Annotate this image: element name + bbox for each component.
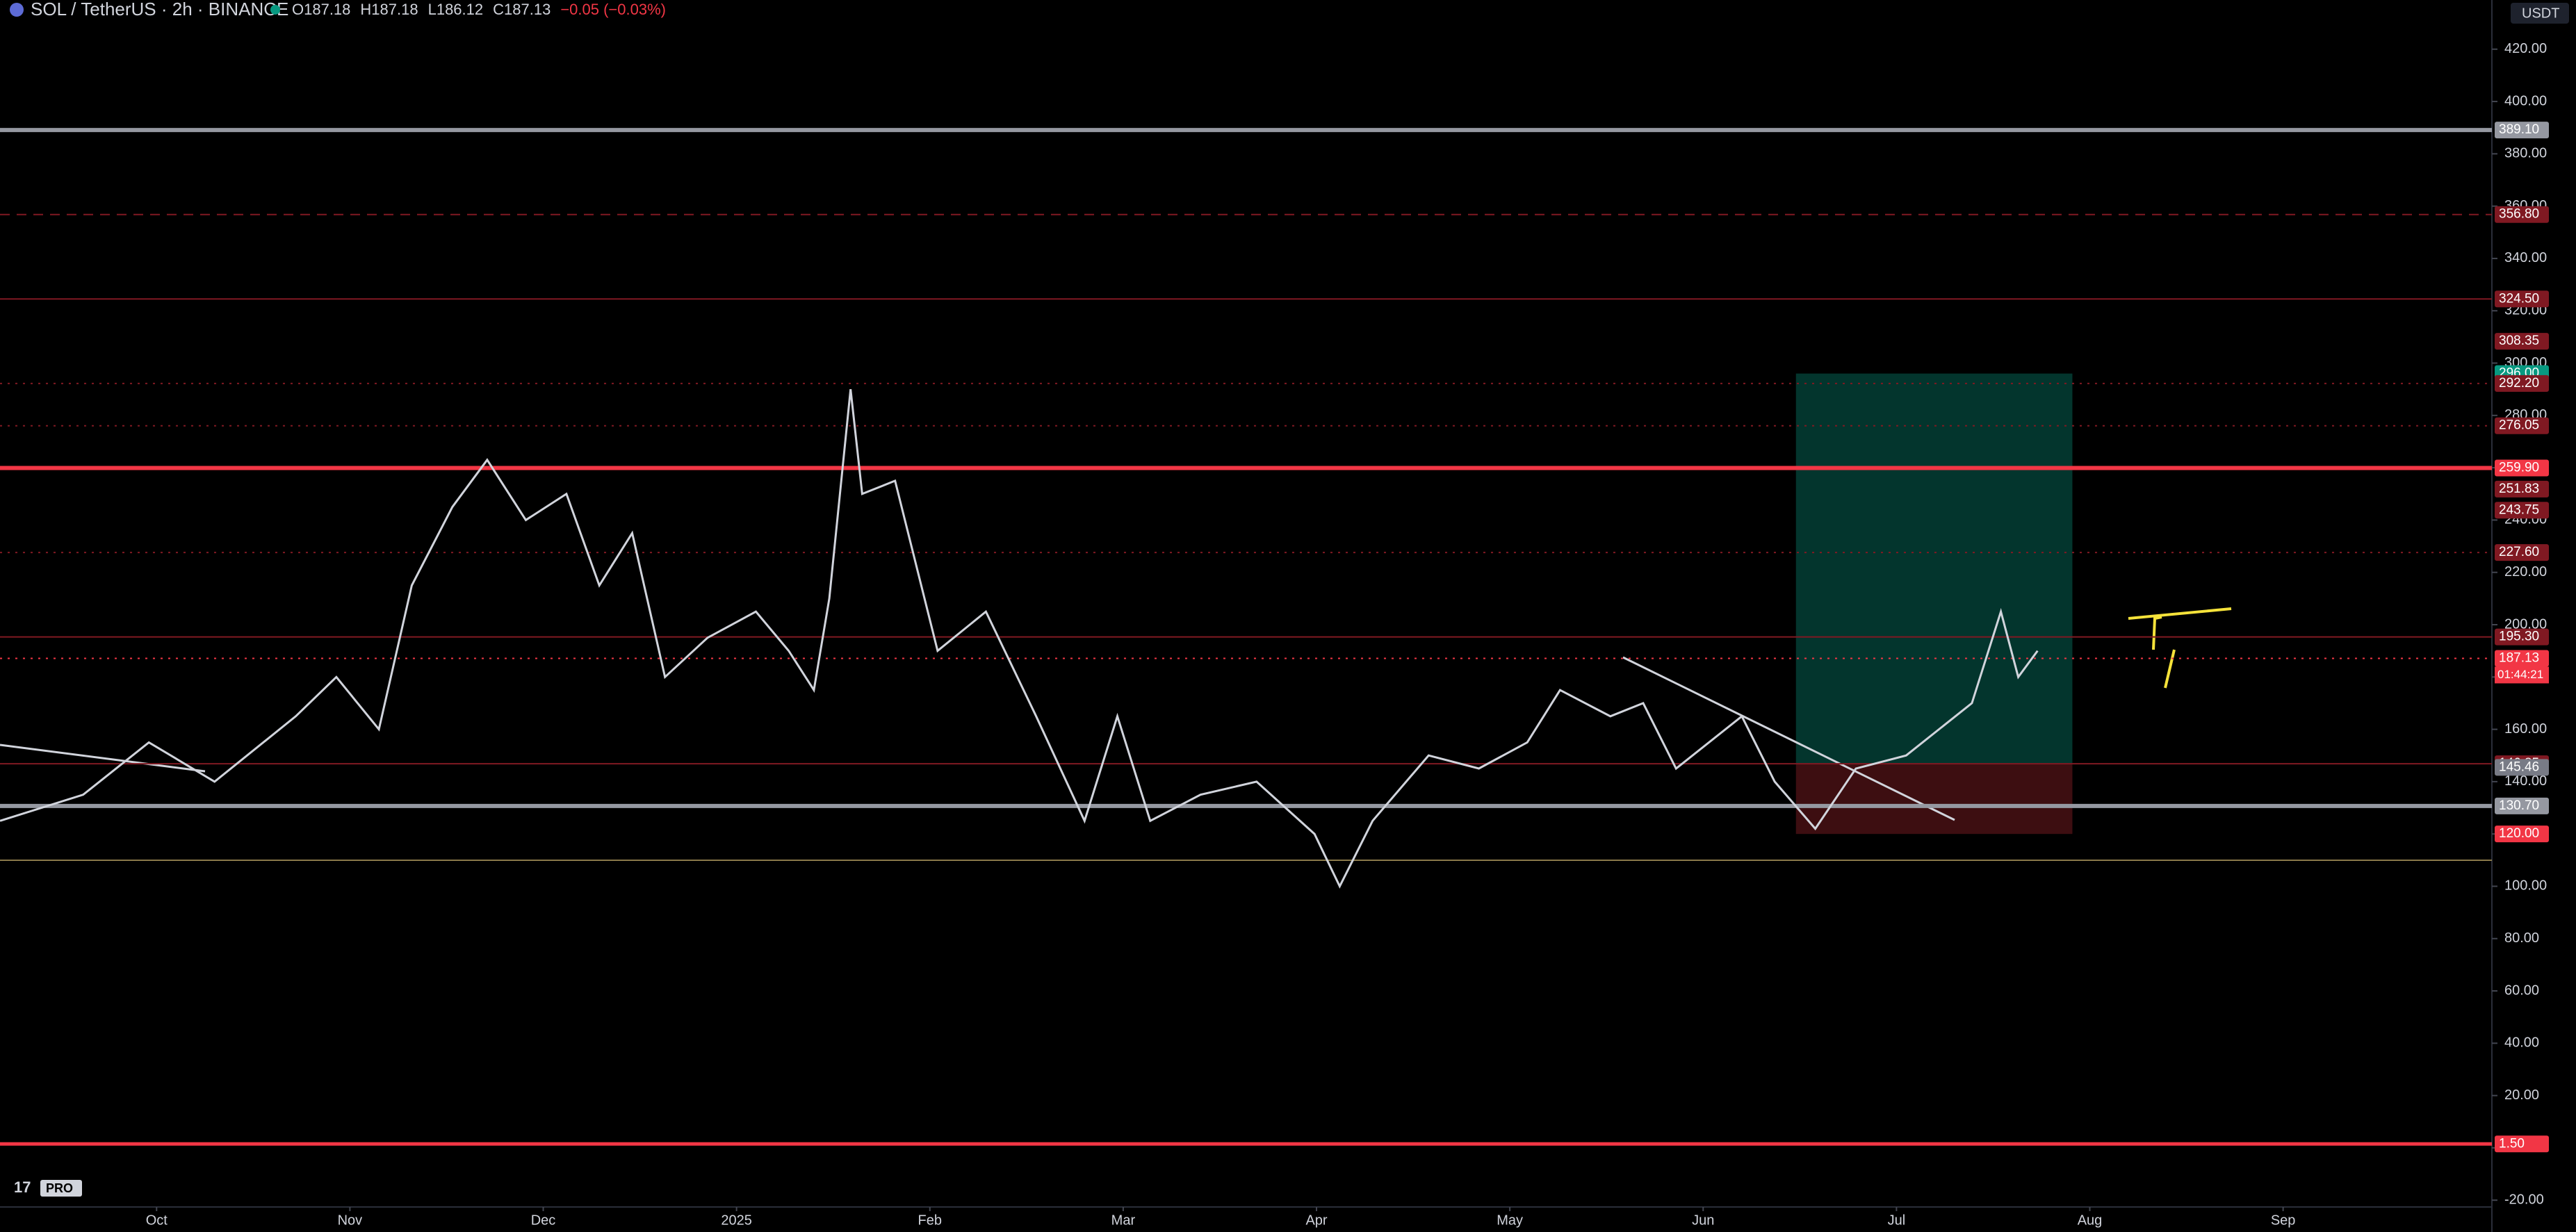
y-tick-label: 80.00	[2504, 930, 2539, 946]
y-tick-label: 420.00	[2504, 41, 2547, 56]
x-tick-label: Apr	[1305, 1213, 1327, 1228]
x-tick-label: Aug	[2078, 1213, 2103, 1228]
y-tick-label: 100.00	[2504, 878, 2547, 894]
level-label: 1.50	[2499, 1136, 2525, 1151]
level-label-bg	[2495, 375, 2549, 392]
level-label-bg	[2495, 759, 2549, 776]
position-profit	[1795, 373, 2073, 764]
level-label: 292.20	[2499, 376, 2539, 391]
x-tick-label: Feb	[918, 1213, 942, 1228]
y-tick-label: 200.00	[2504, 616, 2547, 632]
level-label-bg	[2495, 333, 2549, 350]
symbol-icon	[10, 3, 24, 17]
drawing-scribble	[2128, 607, 2232, 689]
y-tick-label: 20.00	[2504, 1087, 2539, 1103]
x-tick-label: Oct	[146, 1213, 168, 1228]
level-label-bg	[2495, 628, 2549, 646]
level-label: 308.35	[2499, 334, 2539, 348]
price-line	[0, 389, 2039, 889]
x-tick-label: Mar	[1111, 1213, 1136, 1228]
x-tick-label: May	[1497, 1213, 1523, 1228]
logo-text: PRO	[46, 1181, 73, 1195]
x-tick-label: Sep	[2271, 1213, 2296, 1228]
x-tick-label: Nov	[338, 1213, 363, 1228]
level-label: 227.60	[2499, 545, 2539, 559]
ohlc-value: L186.12	[428, 1, 484, 18]
ohlc-value: C187.13	[493, 1, 551, 18]
y-tick-label: 400.00	[2504, 93, 2547, 108]
level-label: 243.75	[2499, 502, 2539, 517]
y-tick-label: -20.00	[2504, 1192, 2544, 1207]
currency-button[interactable]	[2511, 3, 2569, 24]
x-tick-label: Dec	[531, 1213, 556, 1228]
countdown-bg	[2495, 666, 2549, 684]
level-label: 324.50	[2499, 291, 2539, 306]
level-label: 187.13	[2499, 650, 2539, 665]
position-loss	[1795, 764, 2073, 835]
level-label: 251.83	[2499, 482, 2539, 496]
level-label: 145.46	[2499, 759, 2539, 774]
level-label-bg	[2495, 502, 2549, 519]
y-tick-label: 380.00	[2504, 146, 2547, 161]
level-label: 195.30	[2499, 630, 2539, 644]
level-label-bg	[2495, 1135, 2549, 1153]
x-tick-label: Jun	[1692, 1213, 1714, 1228]
y-tick-label: 220.00	[2504, 564, 2547, 580]
countdown: 01:44:21	[2497, 668, 2543, 681]
y-tick-label: 60.00	[2504, 983, 2539, 998]
currency[interactable]: USDT	[2522, 6, 2559, 21]
ohlc-value: O187.18	[292, 1, 350, 18]
level-label: 120.00	[2499, 826, 2539, 841]
level-label: 259.90	[2499, 461, 2539, 475]
level-label-bg	[2495, 459, 2549, 477]
level-label-bg	[2495, 544, 2549, 561]
level-label: 276.05	[2499, 418, 2539, 433]
status-dot	[270, 5, 280, 15]
level-label: 356.80	[2499, 207, 2539, 222]
ohlc-value: −0.05 (−0.03%)	[560, 1, 666, 18]
level-label-bg	[2495, 417, 2549, 434]
x-tick-label: Jul	[1888, 1213, 1906, 1228]
level-label-bg	[2495, 826, 2549, 843]
level-label-bg	[2495, 122, 2549, 139]
level-label-bg	[2495, 290, 2549, 308]
trend-line	[1622, 656, 1955, 821]
y-tick-label: 140.00	[2504, 773, 2547, 789]
level-label: 130.70	[2499, 798, 2539, 813]
y-tick-label: 340.00	[2504, 250, 2547, 265]
level-label: 389.10	[2499, 122, 2539, 137]
x-tick-label: 2025	[721, 1213, 752, 1228]
level-label-bg	[2495, 206, 2549, 223]
trend-line	[0, 744, 206, 773]
logo: 17	[14, 1178, 31, 1196]
y-tick-label: 40.00	[2504, 1035, 2539, 1051]
level-label-bg	[2495, 480, 2549, 498]
level-label-bg	[2495, 797, 2549, 814]
logo-badge	[40, 1180, 82, 1197]
ohlc-value: H187.18	[360, 1, 418, 18]
symbol-title: SOL / TetherUS · 2h · BINANCE	[31, 0, 288, 19]
level-label-bg	[2495, 650, 2549, 667]
y-tick-label: 160.00	[2504, 721, 2547, 737]
